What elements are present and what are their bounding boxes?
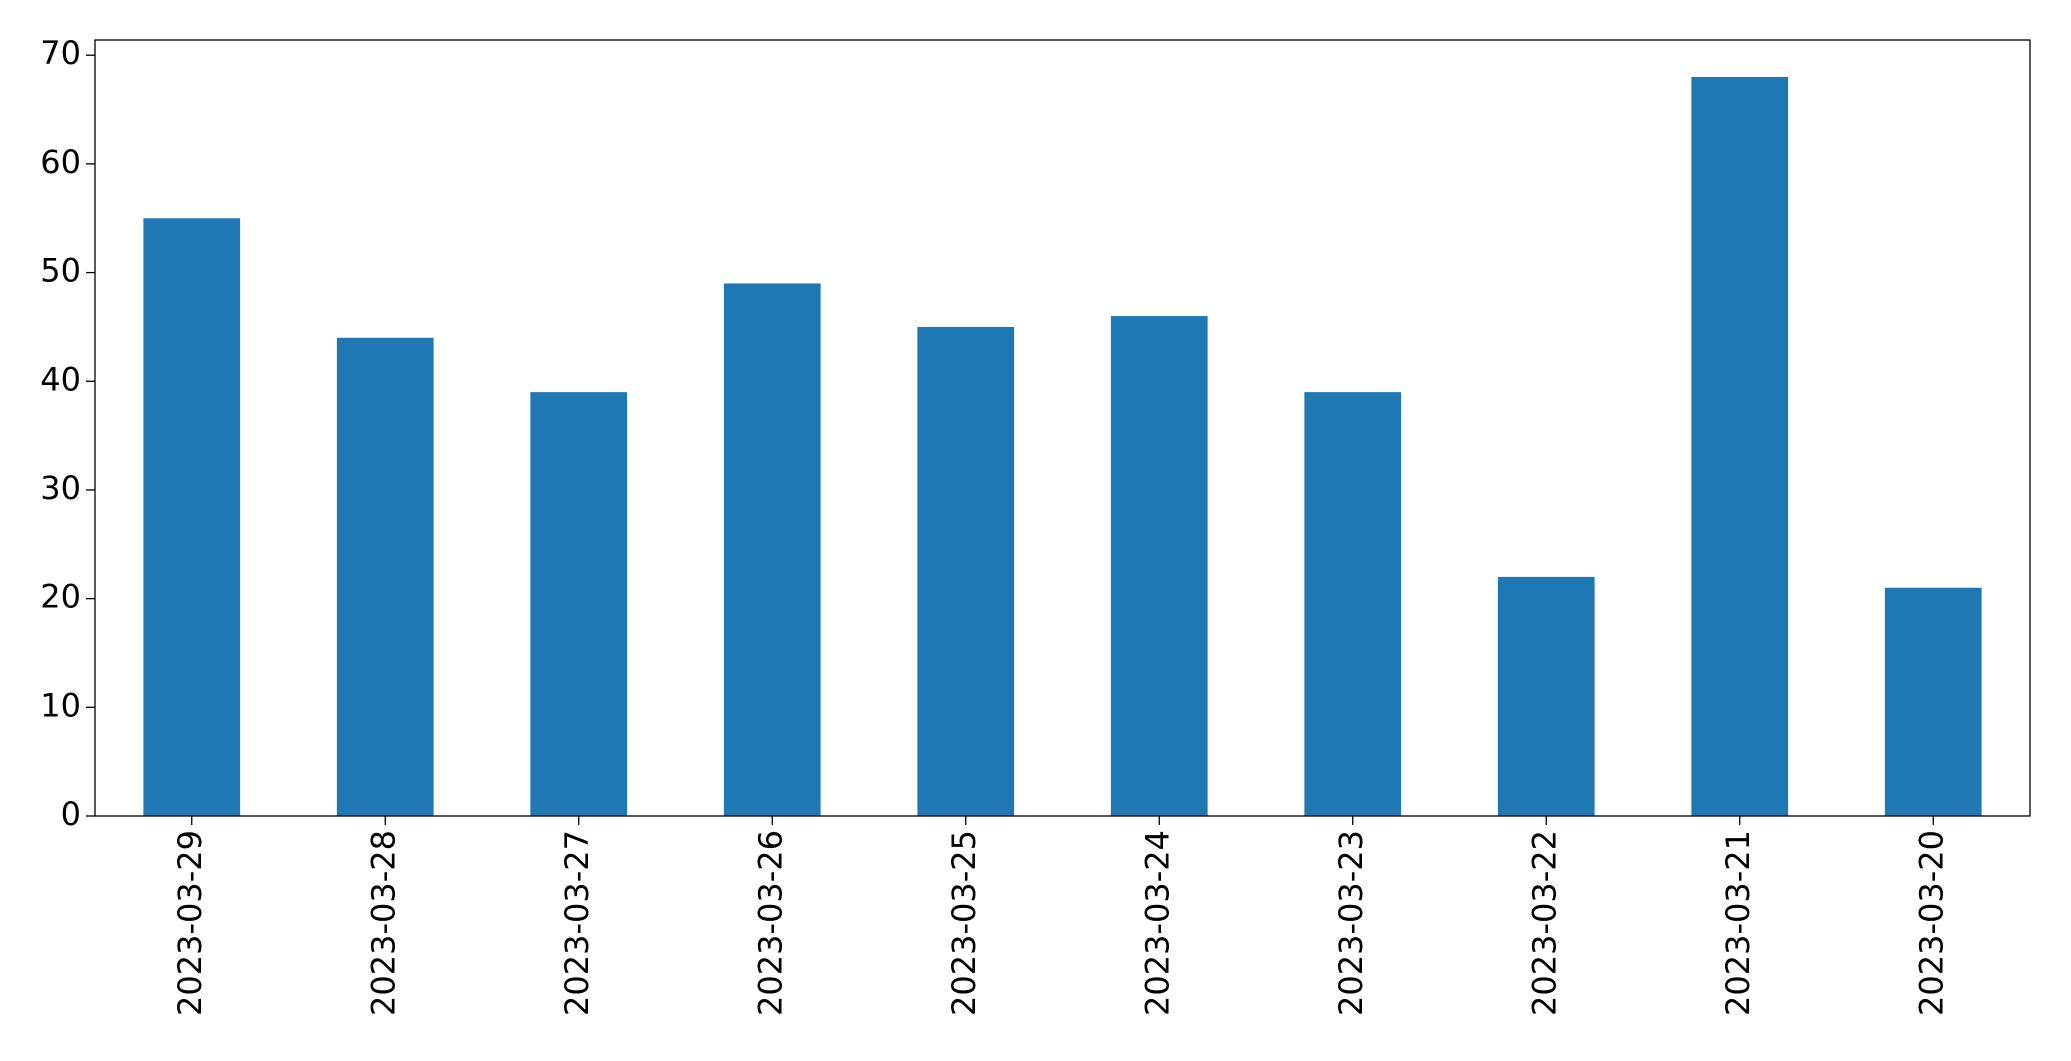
x-tick-label: 2023-03-26: [751, 830, 789, 1016]
x-tick-label: 2023-03-28: [364, 830, 402, 1016]
bar: [1304, 392, 1402, 816]
bar: [336, 337, 434, 816]
bar: [1497, 576, 1595, 816]
y-tick-label: 10: [40, 686, 81, 724]
y-tick-label: 30: [40, 469, 81, 507]
bar: [723, 283, 821, 816]
x-tick-label: 2023-03-23: [1332, 830, 1370, 1016]
bar: [143, 218, 241, 816]
plot-frame: [94, 39, 2031, 817]
y-tick-label: 0: [61, 795, 81, 833]
x-tick-label: 2023-03-29: [171, 830, 209, 1016]
bar: [530, 392, 628, 816]
bar: [1884, 587, 1982, 816]
bar: [1110, 316, 1208, 816]
bar: [917, 326, 1015, 816]
x-tick-label: 2023-03-22: [1525, 830, 1563, 1016]
y-tick-label: 40: [40, 360, 81, 398]
x-tick-label: 2023-03-25: [945, 830, 983, 1016]
x-tick-label: 2023-03-24: [1138, 830, 1176, 1016]
bar: [1691, 76, 1789, 816]
y-tick-label: 20: [40, 578, 81, 616]
x-tick-label: 2023-03-21: [1719, 830, 1757, 1016]
x-tick-label: 2023-03-20: [1912, 830, 1950, 1016]
y-tick-label: 60: [40, 143, 81, 181]
y-tick-label: 50: [40, 252, 81, 290]
x-tick-label: 2023-03-27: [558, 830, 596, 1016]
y-tick-label: 70: [40, 34, 81, 72]
